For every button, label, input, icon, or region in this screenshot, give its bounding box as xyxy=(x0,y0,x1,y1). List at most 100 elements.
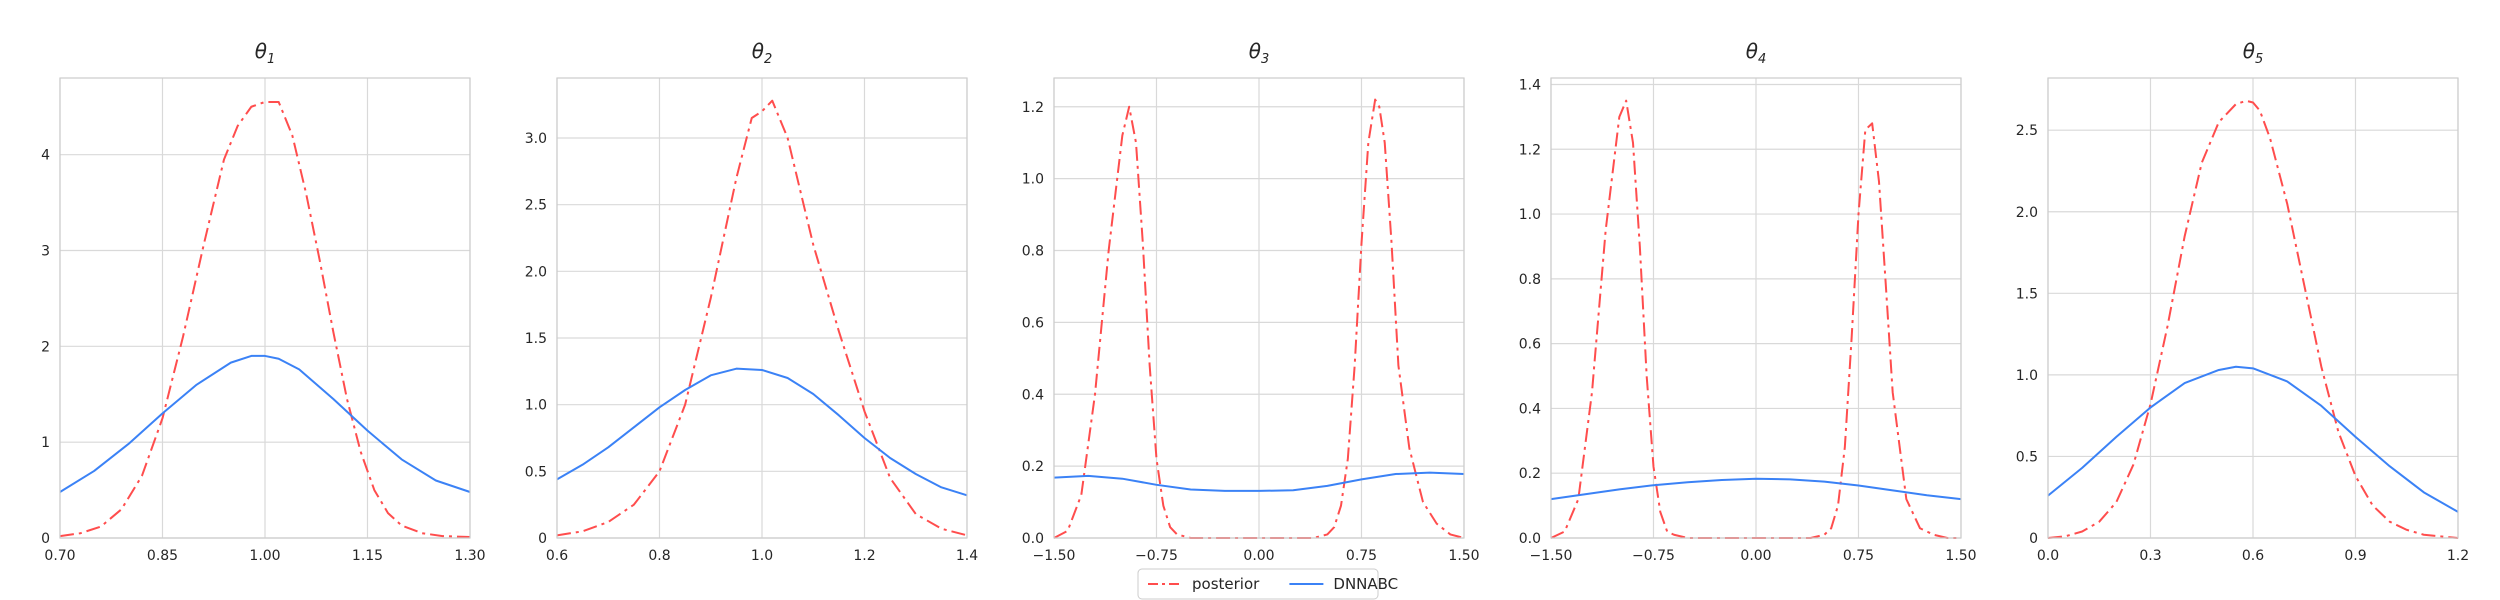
axes-frame xyxy=(1550,77,1962,539)
panel-title-subscript: 3 xyxy=(1261,52,1269,67)
y-tick-label: 1.0 xyxy=(1022,172,1044,188)
legend-item-posterior: posterior xyxy=(1148,575,1260,593)
x-tick-label: 1.50 xyxy=(1945,548,1976,564)
panel-title: θ2 xyxy=(752,39,773,67)
y-tick-label: 0 xyxy=(41,531,50,547)
y-tick-label: 3.0 xyxy=(525,131,547,147)
x-tick-label: 0.6 xyxy=(2242,548,2264,564)
x-tick-label: 0.3 xyxy=(2139,548,2161,564)
y-tick-label: 1.5 xyxy=(525,331,547,347)
x-tick-label: −0.75 xyxy=(1135,548,1178,564)
y-tick-label: 1 xyxy=(41,435,50,451)
y-tick-label: 1.2 xyxy=(1519,142,1541,158)
x-tick-label: 0.85 xyxy=(147,548,178,564)
panel-title-symbol: θ xyxy=(1249,39,1261,63)
x-tick-label: 1.2 xyxy=(2447,548,2469,564)
series-line-posterior xyxy=(59,100,471,539)
y-tick-label: 1.4 xyxy=(1519,77,1541,93)
x-tick-label: −0.75 xyxy=(1632,548,1675,564)
x-tick-label: −1.50 xyxy=(1530,548,1573,564)
y-tick-label: 0.6 xyxy=(1022,315,1044,331)
x-tick-label: 1.4 xyxy=(956,548,978,564)
y-tick-label: 0.2 xyxy=(1022,459,1044,475)
chart-panel-3: −1.50 −0.75 0.00 0.75 1.50 0.0 0.2 0.4 0.6 0.8 1.0… xyxy=(1022,39,1480,564)
panel-title-symbol: θ xyxy=(1746,39,1758,63)
legend: posterior DNNABC xyxy=(1137,568,1398,600)
series-line-dnnabc xyxy=(1550,477,1962,501)
series-line-dnnabc xyxy=(1053,471,1465,492)
legend-item-dnnabc: DNNABC xyxy=(1289,575,1398,593)
axes-frame xyxy=(1053,77,1465,539)
panel-title: θ5 xyxy=(2243,39,2264,67)
x-tick-label: 1.0 xyxy=(751,548,773,564)
series-line-posterior xyxy=(2047,99,2459,539)
y-tick-label: 1.0 xyxy=(1519,207,1541,223)
panel-title: θ1 xyxy=(255,39,276,67)
y-tick-label: 0.2 xyxy=(1519,466,1541,482)
y-tick-label: 0.0 xyxy=(1022,531,1044,547)
y-tick-label: 0.6 xyxy=(1519,337,1541,353)
panel-title-subscript: 1 xyxy=(267,52,275,67)
panel-title-subscript: 4 xyxy=(1758,52,1766,67)
x-tick-label: −1.50 xyxy=(1033,548,1076,564)
y-tick-label: 1.5 xyxy=(2016,286,2038,302)
x-tick-label: 0.8 xyxy=(648,548,670,564)
series-line-dnnabc xyxy=(59,354,471,493)
panel-title-symbol: θ xyxy=(255,39,267,63)
series-line-dnnabc xyxy=(2047,365,2459,513)
panel-title-subscript: 2 xyxy=(764,52,772,67)
y-tick-label: 0 xyxy=(538,531,547,547)
x-tick-label: 0.6 xyxy=(546,548,568,564)
chart-panel-4: −1.50 −0.75 0.00 0.75 1.50 0.0 0.2 0.4 0.6 0.8 1.0… xyxy=(1519,39,1977,564)
x-tick-label: 1.00 xyxy=(249,548,280,564)
series-line-posterior xyxy=(556,99,968,537)
panel-title: θ4 xyxy=(1746,39,1767,67)
x-tick-label: 0.75 xyxy=(1346,548,1377,564)
series-line-dnnabc xyxy=(556,367,968,497)
x-tick-label: 0.70 xyxy=(44,548,75,564)
x-tick-label: 1.2 xyxy=(853,548,875,564)
series-line-posterior xyxy=(1053,98,1465,539)
panel-title-symbol: θ xyxy=(752,39,764,63)
legend-label: DNNABC xyxy=(1333,575,1398,593)
panel-title-symbol: θ xyxy=(2243,39,2255,63)
y-tick-label: 3 xyxy=(41,244,50,260)
axes-frame xyxy=(556,77,968,539)
y-tick-label: 2 xyxy=(41,339,50,355)
y-tick-label: 1.0 xyxy=(2016,368,2038,384)
legend-label: posterior xyxy=(1192,575,1260,593)
y-tick-label: 1.2 xyxy=(1022,100,1044,116)
x-tick-label: 1.50 xyxy=(1448,548,1479,564)
y-tick-label: 2.5 xyxy=(525,198,547,214)
chart-panel-5: 0.0 0.3 0.6 0.9 1.2 0 0.5 1.0 1.5 2.0 2.5 θ5 xyxy=(2016,39,2469,564)
y-tick-label: 0.5 xyxy=(525,464,547,480)
chart-panel-2: 0.6 0.8 1.0 1.2 1.4 0 0.5 1.0 1.5 2.0 2.5 3.0 θ2 xyxy=(525,39,978,564)
y-tick-label: 0.5 xyxy=(2016,449,2038,465)
axes-frame xyxy=(59,77,471,539)
y-tick-label: 0.4 xyxy=(1519,401,1541,417)
x-tick-label: 0.00 xyxy=(1243,548,1274,564)
y-tick-label: 2.0 xyxy=(2016,205,2038,221)
y-tick-label: 1.0 xyxy=(525,398,547,414)
legend-box xyxy=(1137,568,1379,600)
y-tick-label: 4 xyxy=(41,148,50,164)
panel-title: θ3 xyxy=(1249,39,1270,67)
x-tick-label: 0.75 xyxy=(1843,548,1874,564)
x-tick-label: 1.30 xyxy=(454,548,485,564)
y-tick-label: 0 xyxy=(2029,531,2038,547)
x-tick-label: 1.15 xyxy=(352,548,383,564)
x-tick-label: 0.9 xyxy=(2344,548,2366,564)
y-tick-label: 0.8 xyxy=(1519,272,1541,288)
y-tick-label: 0.0 xyxy=(1519,531,1541,547)
axes-frame xyxy=(2047,77,2459,539)
y-tick-label: 2.5 xyxy=(2016,123,2038,139)
y-tick-label: 2.0 xyxy=(525,264,547,280)
x-tick-label: 0.0 xyxy=(2037,548,2059,564)
x-tick-label: 0.00 xyxy=(1740,548,1771,564)
y-tick-label: 0.4 xyxy=(1022,387,1044,403)
y-tick-label: 0.8 xyxy=(1022,244,1044,260)
panel-title-subscript: 5 xyxy=(2255,52,2263,67)
